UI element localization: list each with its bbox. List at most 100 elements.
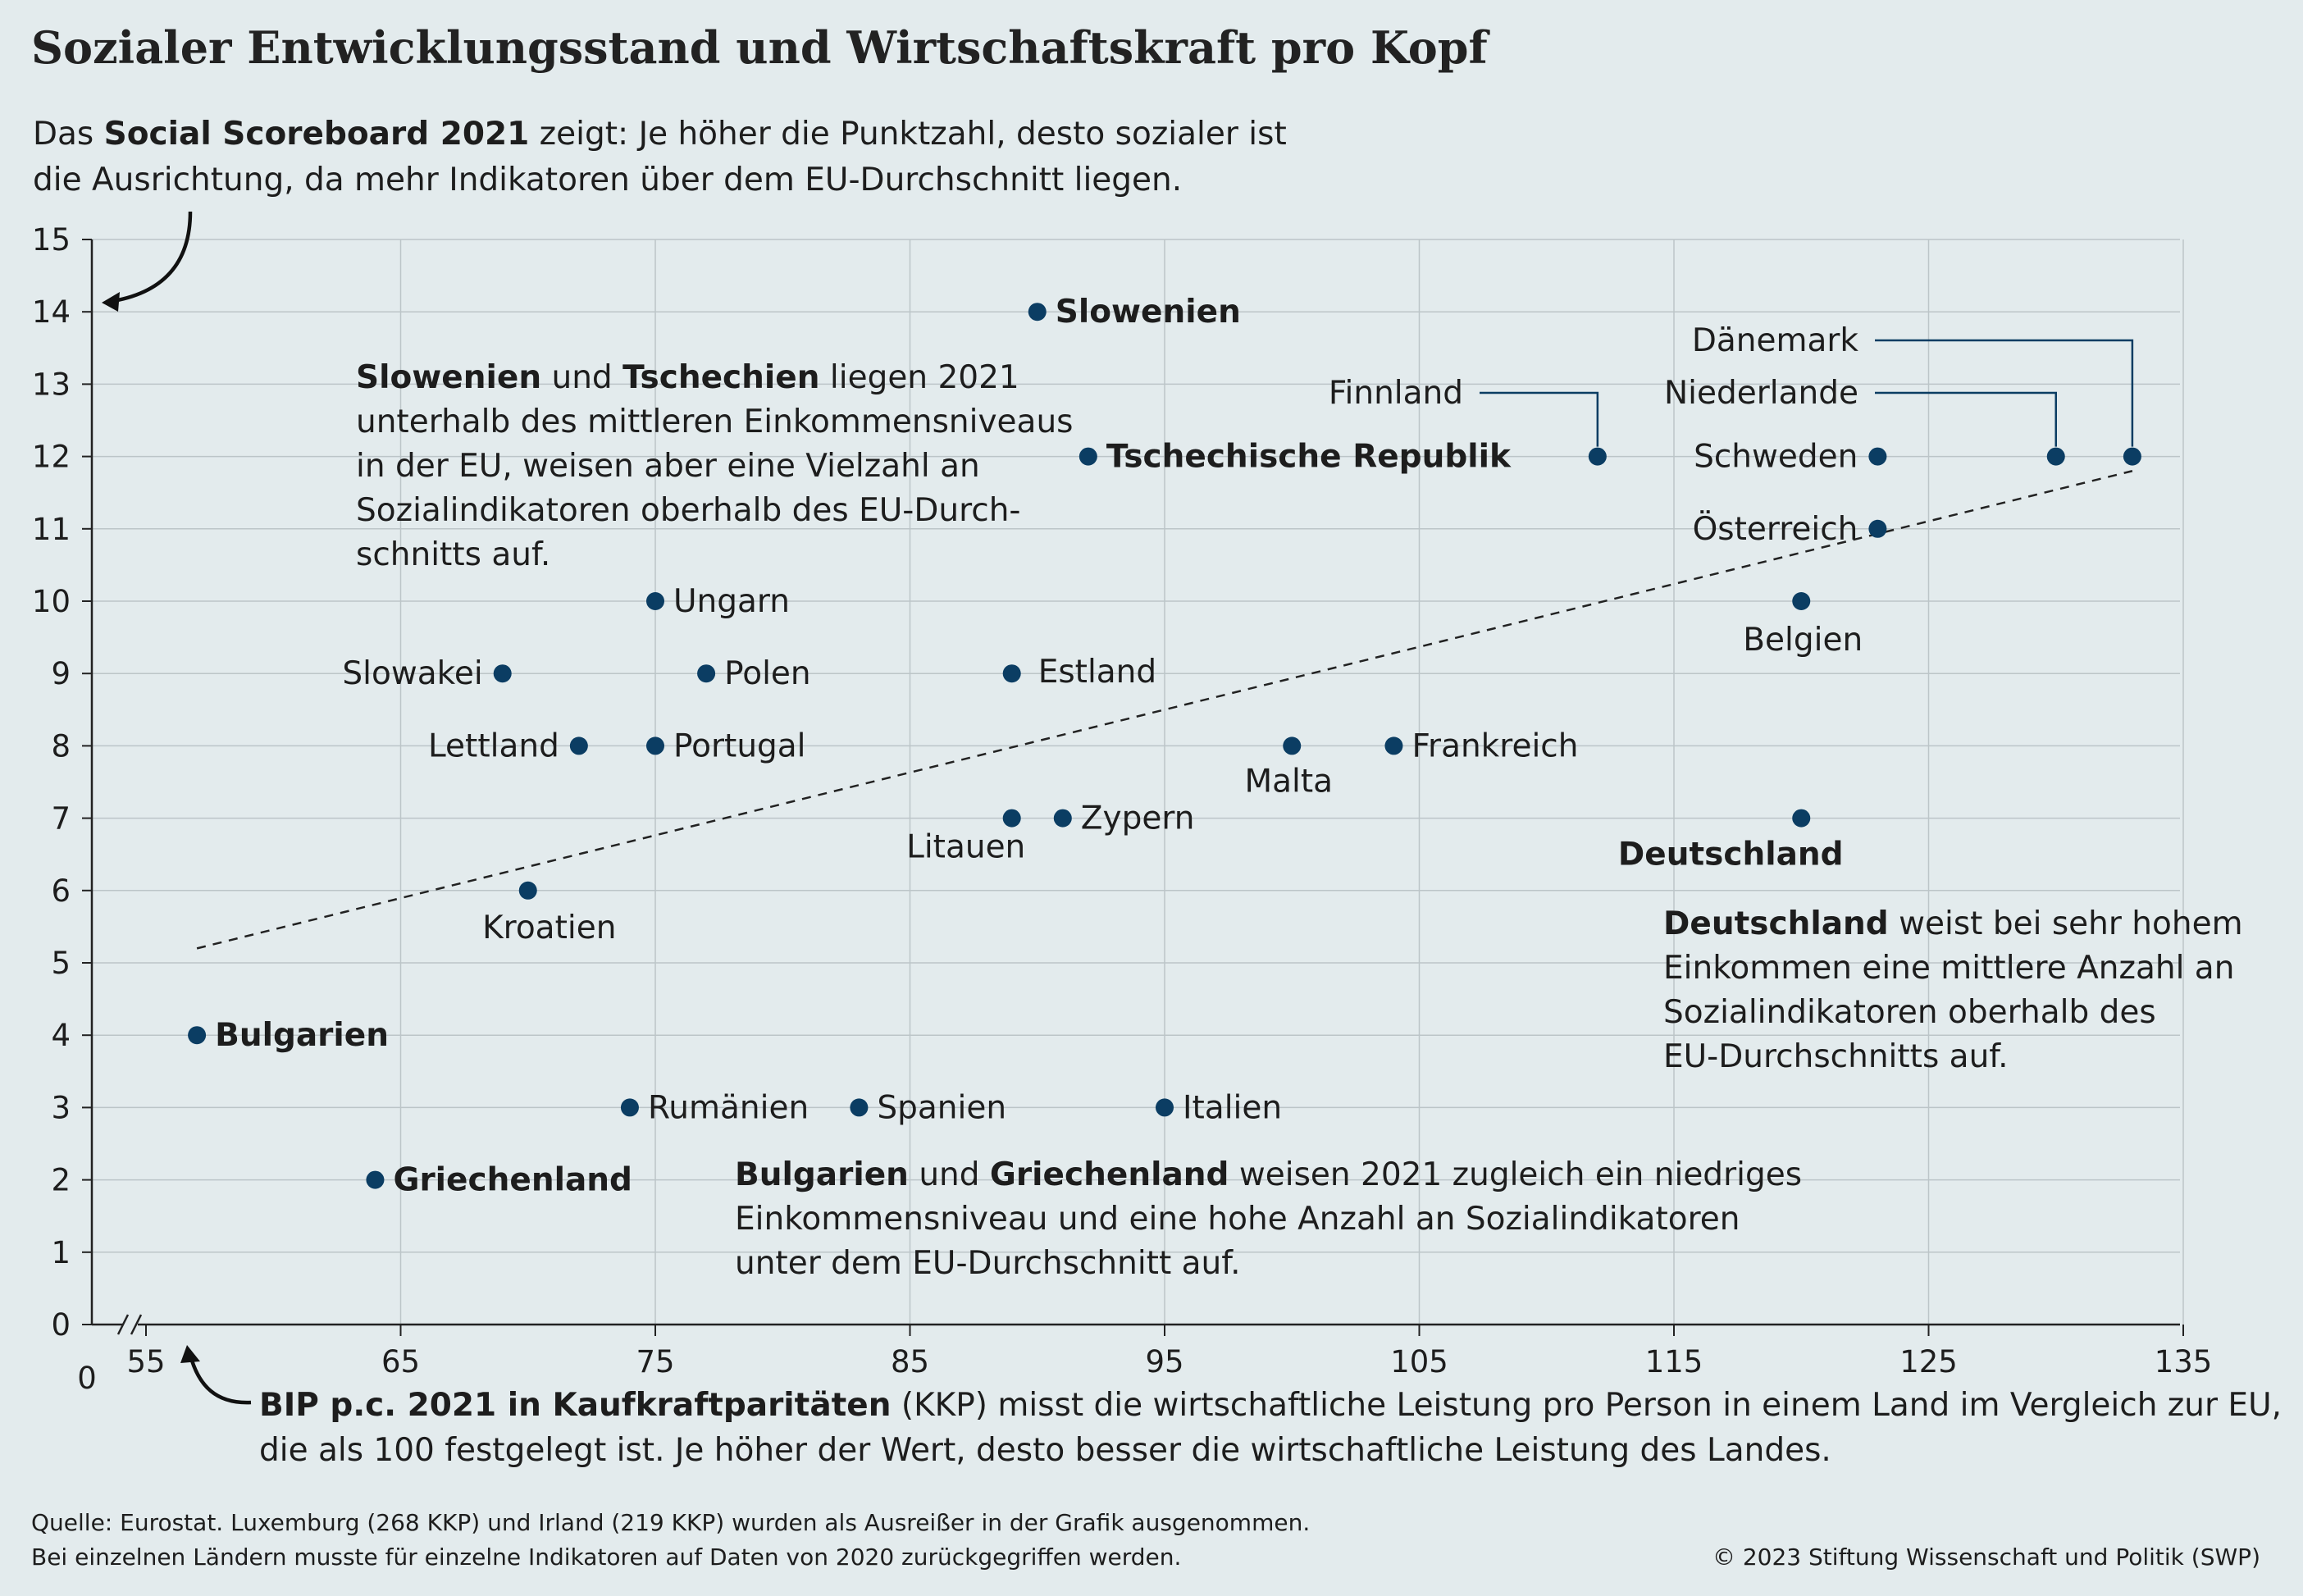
annotation-text: (KKP) misst die wirtschaftliche Leistung… — [892, 1387, 2282, 1424]
data-point — [646, 736, 664, 755]
point-label: Frankreich — [1411, 727, 1578, 764]
source-note: Quelle: Eurostat. Luxemburg (268 KKP) un… — [31, 1509, 1311, 1536]
data-point — [2123, 447, 2141, 466]
annotation-bulgaria-greece: Einkommensniveau und eine hohe Anzahl an… — [735, 1201, 1740, 1238]
subtitle-text: zeigt: Je höher die Punktzahl, desto soz… — [529, 116, 1287, 153]
leader-lines — [1480, 339, 2134, 447]
data-point — [569, 736, 588, 755]
y-tick-label: 6 — [51, 873, 71, 909]
annotation-text: Einkommen eine mittlere Anzahl an — [1663, 950, 2234, 987]
annotation-text: weist bei sehr hohem — [1889, 905, 2243, 942]
annotation-text: Sozialindikatoren oberhalb des EU-Durch- — [356, 492, 1021, 529]
annotation-slovenia-czechia: Slowenien und Tschechien liegen 2021 — [356, 359, 1019, 396]
point-label: Kroatien — [482, 910, 616, 946]
arrow-y-axis — [107, 211, 193, 304]
annotation-slovenia-czechia: Sozialindikatoren oberhalb des EU-Durch- — [356, 492, 1021, 529]
x-tick-label: 125 — [1899, 1344, 1958, 1379]
point-label: Litauen — [906, 829, 1025, 866]
annotation-slovenia-czechia: in der EU, weisen aber eine Vielzahl an — [356, 448, 980, 485]
x-tick-label: 135 — [2155, 1344, 2213, 1379]
y-tick-label: 7 — [51, 801, 71, 837]
data-point — [697, 664, 716, 683]
annotation-bulgaria-greece: unter dem EU-Durchschnitt auf. — [735, 1245, 1241, 1282]
data-point — [1028, 303, 1047, 321]
annotation-germany: Sozialindikatoren oberhalb des — [1663, 994, 2156, 1031]
x-tick-label: 75 — [636, 1344, 674, 1379]
subtitle-text: Das — [33, 116, 104, 153]
y-tick-label: 0 — [51, 1307, 71, 1343]
axis-break-mark — [130, 1314, 143, 1335]
annotation-text: weisen 2021 zugleich ein niedriges — [1229, 1156, 1802, 1193]
annotation-germany: EU-Durchschnitts auf. — [1663, 1038, 2009, 1075]
arrow-y-axis-head — [102, 292, 120, 312]
leader-line — [1875, 391, 2057, 447]
point-label: Tschechische Republik — [1106, 439, 1512, 476]
y-tick-label: 8 — [51, 728, 71, 764]
chart-grid — [92, 239, 2184, 1325]
data-point — [518, 881, 537, 900]
y-tick-label: 9 — [51, 656, 71, 691]
data-point — [1283, 736, 1302, 755]
point-label: Österreich — [1693, 510, 1858, 548]
annotation-germany: Einkommen eine mittlere Anzahl an — [1663, 950, 2234, 987]
annotation-bold: Bulgarien — [735, 1156, 909, 1193]
trendline-dashed — [196, 470, 2133, 950]
point-label: Portugal — [673, 727, 806, 764]
annotation-text: unterhalb des mittleren Einkommensniveau… — [356, 404, 1074, 440]
annotation-text: liegen 2021 — [820, 359, 1019, 396]
leader-line — [1480, 391, 1599, 447]
annotation-text: EU-Durchschnitts auf. — [1663, 1038, 2009, 1075]
data-point — [1002, 809, 1021, 828]
subtitle-line-1: Das Social Scoreboard 2021 zeigt: Je höh… — [33, 112, 1287, 157]
arrow-x-axis — [188, 1354, 252, 1405]
annotation-arrows — [102, 211, 252, 1405]
subtitle-bold: Social Scoreboard 2021 — [103, 116, 530, 153]
y-tick-label: 13 — [32, 367, 71, 402]
annotation-bulgaria-greece: Bulgarien und Griechenland weisen 2021 z… — [735, 1156, 1802, 1193]
x-tick-label: 85 — [891, 1344, 929, 1379]
y-tick-label: 1 — [51, 1235, 71, 1270]
annotations: Slowenien und Tschechien liegen 2021 unte… — [259, 359, 2282, 1469]
annotation-bold: Deutschland — [1663, 905, 1889, 942]
x-tick-label: 55 — [126, 1344, 165, 1379]
data-point — [1868, 519, 1887, 538]
data-point — [188, 1026, 207, 1045]
point-label: Italien — [1183, 1089, 1282, 1126]
data-point — [850, 1098, 869, 1117]
source-footer: Quelle: Eurostat. Luxemburg (268 KKP) un… — [31, 1506, 1310, 1575]
point-label: Bulgarien — [215, 1017, 389, 1054]
point-label: Belgien — [1743, 622, 1863, 659]
data-point — [1053, 809, 1072, 828]
data-point — [1792, 809, 1811, 828]
annotation-text: unter dem EU-Durchschnitt auf. — [735, 1245, 1241, 1282]
point-label: Dänemark — [1692, 322, 1859, 359]
data-points — [188, 303, 2141, 1189]
y-tick-label: 4 — [51, 1018, 71, 1053]
y-tick-label: 14 — [32, 294, 71, 330]
y-tick-label: 15 — [32, 222, 71, 258]
data-point — [1384, 736, 1403, 755]
arrow-x-axis-head — [180, 1345, 200, 1363]
point-label: Niederlande — [1664, 375, 1858, 412]
data-point — [646, 592, 664, 610]
data-point — [1079, 447, 1097, 466]
data-point — [620, 1098, 639, 1117]
point-label: Finnland — [1329, 375, 1463, 412]
source-note-2: Bei einzelnen Ländern musste für einzeln… — [31, 1544, 1182, 1571]
data-point — [1588, 447, 1607, 466]
point-label: Slowakei — [342, 655, 482, 692]
annotation-text: schnitts auf. — [356, 536, 550, 573]
leader-line — [1875, 339, 2134, 447]
trendline — [196, 470, 2133, 950]
copyright: © 2023 Stiftung Wissenschaft und Politik… — [1712, 1544, 2260, 1571]
y-tick-label: 10 — [32, 584, 71, 619]
annotation-bold: Tschechien — [622, 359, 819, 396]
point-label: Spanien — [877, 1089, 1006, 1126]
point-label: Griechenland — [393, 1162, 632, 1199]
y-tick-label: 3 — [51, 1090, 71, 1125]
point-label: Estland — [1038, 654, 1156, 691]
x-zero-label: 0 — [77, 1361, 97, 1396]
x-tick-label: 115 — [1645, 1344, 1703, 1379]
